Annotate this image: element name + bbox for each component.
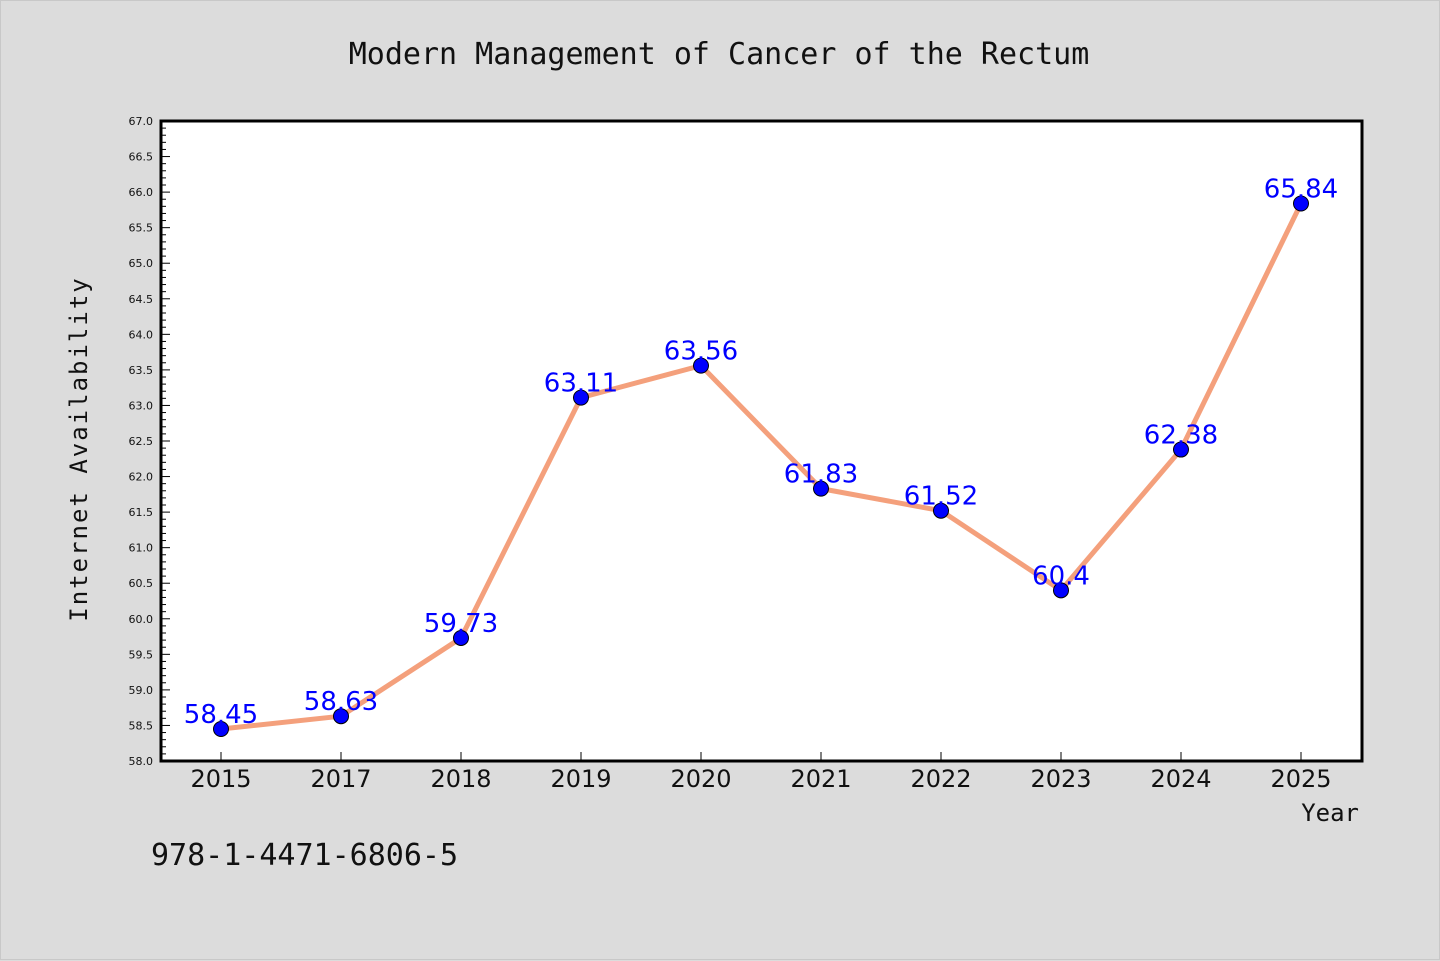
y-tick-label: 58.0 <box>129 755 154 768</box>
data-point-marker <box>813 480 829 497</box>
x-tick-label: 2025 <box>1270 765 1331 793</box>
x-tick-label: 2021 <box>790 765 851 793</box>
x-tick-label: 2019 <box>550 765 611 793</box>
y-tick-label: 65.5 <box>129 222 154 235</box>
plot-area <box>159 119 1364 763</box>
y-tick-label: 61.0 <box>129 542 154 555</box>
data-point-label: 61.52 <box>904 482 978 512</box>
y-axis-tick-labels: 58.0 58.5 59.0 59.5 60.0 60.5 61.0 61.5 62.0 62.5… <box>129 115 154 768</box>
x-tick-label: 2023 <box>1030 765 1091 793</box>
y-tick-label: 60.0 <box>129 613 154 626</box>
y-tick-label: 59.0 <box>129 684 154 697</box>
y-tick-label: 64.0 <box>129 328 154 341</box>
y-tick-label: 60.5 <box>129 577 154 590</box>
y-tick-label: 67.0 <box>129 115 154 128</box>
data-point-label: 63.11 <box>544 369 618 399</box>
x-axis-tick-labels: 2015 2017 2018 2019 2020 2021 2022 2023 2024 2025 <box>190 765 1331 793</box>
y-tick-label: 59.5 <box>129 648 154 661</box>
x-tick-label: 2015 <box>190 765 251 793</box>
chart-title: Modern Management of Cancer of the Rectu… <box>349 37 1090 72</box>
x-tick-label: 2022 <box>910 765 971 793</box>
data-point-marker <box>693 357 709 374</box>
data-point-label: 60.4 <box>1032 561 1090 591</box>
series-markers <box>213 195 1309 737</box>
x-tick-label: 2020 <box>670 765 731 793</box>
data-labels: 58.45 58.63 59.73 63.11 63.56 61.83 61.52 60.4 6… <box>184 174 1338 730</box>
y-tick-label: 61.5 <box>129 506 154 519</box>
data-point-marker <box>1053 582 1069 599</box>
y-tick-label: 63.5 <box>129 364 154 377</box>
data-point-label: 63.56 <box>664 337 738 367</box>
y-tick-label: 58.5 <box>129 719 154 732</box>
x-axis-label: Year <box>1301 799 1359 827</box>
data-point-label: 62.38 <box>1144 421 1218 451</box>
x-tick-label: 2024 <box>1150 765 1211 793</box>
y-tick-label: 65.0 <box>129 257 154 270</box>
y-axis-label: Internet Availability <box>65 276 93 621</box>
data-point-marker <box>573 389 589 406</box>
data-point-marker <box>1293 195 1309 212</box>
y-tick-label: 62.0 <box>129 471 154 484</box>
data-point-label: 65.84 <box>1264 174 1338 204</box>
data-point-marker <box>453 629 469 646</box>
isbn-footnote: 978-1-4471-6806-5 <box>151 838 458 873</box>
data-point-label: 61.83 <box>784 460 858 490</box>
data-point-marker <box>1173 441 1189 458</box>
y-tick-label: 66.5 <box>129 151 154 164</box>
data-point-marker <box>333 708 349 725</box>
data-point-label: 59.73 <box>424 609 498 639</box>
y-axis-ticks <box>161 120 1302 762</box>
series-line <box>218 200 1304 732</box>
y-tick-label: 66.0 <box>129 186 154 199</box>
data-point-label: 58.63 <box>304 687 378 717</box>
data-point-marker <box>933 502 949 519</box>
y-tick-label: 62.5 <box>129 435 154 448</box>
x-tick-label: 2017 <box>310 765 371 793</box>
y-tick-label: 63.0 <box>129 399 154 412</box>
x-tick-label: 2018 <box>430 765 491 793</box>
data-point-label: 58.45 <box>184 700 258 730</box>
y-tick-label: 64.5 <box>129 293 154 306</box>
data-point-marker <box>213 721 229 737</box>
